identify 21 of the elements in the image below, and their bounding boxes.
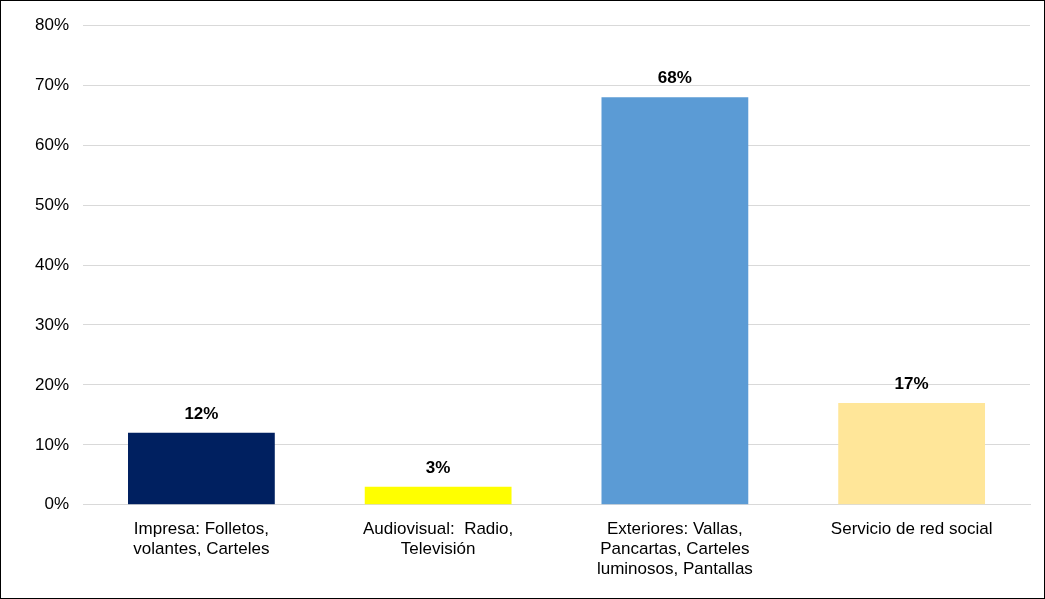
x-tick-label: Audiovisual: Radio, Televisión (363, 518, 514, 559)
y-tick-label: 80% (34, 14, 70, 34)
y-tick-label: 60% (34, 134, 70, 154)
y-tick-label: 20% (34, 374, 70, 394)
y-tick-label: 50% (34, 194, 70, 214)
data-label: 3% (425, 458, 451, 477)
x-tick-label: Exteriores: Vallas, Pancartas, Carteles luminosos, Pantallas (596, 518, 753, 579)
bar (601, 97, 749, 505)
y-tick-label: 40% (34, 254, 70, 274)
data-label: 68% (657, 68, 692, 88)
y-tick-label: 0% (44, 494, 70, 514)
x-tick-label: Servicio de red social (830, 518, 993, 538)
data-label: 17% (894, 374, 929, 394)
y-tick-label: 30% (34, 314, 70, 334)
bar (838, 402, 986, 505)
data-label: 12% (184, 404, 219, 424)
bar (128, 432, 275, 505)
x-tick-label: Impresa: Folletos, volantes, Carteles (133, 518, 270, 559)
y-tick-label: 70% (34, 74, 70, 94)
bar (364, 486, 512, 505)
y-tick-label: 10% (34, 434, 70, 454)
